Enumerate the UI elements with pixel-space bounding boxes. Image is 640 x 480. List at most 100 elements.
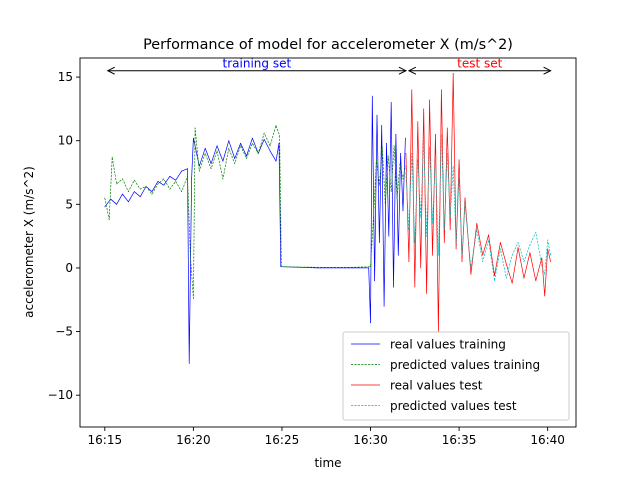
legend-box — [342, 331, 570, 421]
data-point — [163, 184, 165, 186]
data-point — [393, 145, 395, 147]
data-point — [432, 254, 433, 256]
data-point — [246, 158, 247, 159]
annotation: training set — [106, 57, 408, 75]
data-point — [216, 150, 218, 152]
data-point — [393, 286, 394, 288]
data-point — [405, 153, 407, 154]
data-point — [122, 178, 123, 180]
data-point — [193, 298, 194, 299]
data-point — [204, 153, 206, 154]
data-point — [438, 254, 439, 256]
x-tick-label: 16:40 — [530, 433, 565, 447]
data-point — [529, 244, 531, 246]
data-point — [405, 172, 407, 173]
data-point — [414, 286, 416, 288]
data-point — [210, 163, 212, 165]
data-point — [464, 197, 466, 199]
data-point — [169, 188, 171, 190]
data-point — [139, 196, 141, 198]
data-point — [488, 234, 489, 236]
y-tick-label: −5 — [55, 325, 73, 339]
x-tick-label: 16:25 — [265, 433, 300, 447]
data-point — [435, 155, 436, 157]
data-point — [240, 142, 242, 144]
data-point — [452, 72, 454, 74]
data-point — [529, 252, 531, 254]
data-point — [188, 363, 190, 364]
data-point — [181, 170, 183, 172]
data-point — [352, 267, 354, 269]
data-point — [429, 99, 430, 101]
series-line — [104, 125, 406, 299]
data-point — [234, 158, 236, 159]
legend-items: real values training predicted values tra… — [351, 338, 540, 413]
data-point — [263, 132, 265, 134]
y-tick-label: 10 — [58, 134, 73, 148]
legend-entry: predicted values test — [351, 399, 517, 413]
data-point — [379, 242, 380, 243]
data-point — [240, 145, 242, 147]
data-point — [397, 254, 399, 256]
data-point — [535, 280, 537, 282]
data-point — [544, 295, 546, 297]
data-point — [400, 153, 401, 154]
data-point — [383, 305, 385, 307]
y-tick-label: 0 — [65, 261, 73, 275]
data-point — [374, 280, 375, 282]
data-point — [373, 216, 374, 218]
data-point — [222, 178, 224, 180]
data-point — [280, 266, 282, 268]
series-layer — [104, 72, 551, 364]
data-point — [411, 89, 413, 91]
data-point — [368, 267, 370, 269]
data-point — [464, 203, 466, 205]
data-point — [500, 248, 501, 250]
data-point — [544, 273, 546, 275]
data-point — [390, 191, 392, 193]
series-2 — [104, 125, 406, 299]
data-point — [547, 248, 549, 250]
data-point — [420, 216, 422, 218]
data-point — [441, 133, 442, 135]
data-point — [204, 147, 206, 149]
data-point — [252, 137, 253, 139]
data-point — [376, 114, 378, 116]
legend-label: predicted values training — [390, 358, 540, 372]
data-point — [517, 242, 519, 243]
data-point — [395, 133, 397, 135]
annotation-label: test set — [457, 57, 502, 71]
data-point — [145, 186, 147, 187]
data-point — [116, 203, 117, 205]
data-point — [379, 184, 380, 186]
data-point — [443, 229, 445, 231]
data-point — [458, 178, 460, 180]
data-point — [194, 127, 196, 129]
data-point — [127, 201, 129, 203]
arrowhead-left — [407, 66, 417, 75]
data-point — [169, 175, 171, 177]
data-point — [476, 229, 478, 231]
data-point — [511, 282, 513, 284]
legend-label: predicted values test — [390, 399, 517, 413]
data-point — [175, 181, 177, 182]
data-point — [443, 242, 445, 243]
arrowhead-left — [106, 66, 115, 75]
data-point — [198, 170, 200, 172]
data-point — [252, 142, 253, 144]
legend-label: real values test — [390, 379, 483, 393]
data-point — [104, 197, 106, 199]
data-point — [523, 277, 525, 279]
data-point — [279, 135, 280, 137]
data-point — [388, 235, 390, 237]
data-point — [405, 137, 406, 139]
data-point — [163, 178, 165, 180]
data-point — [500, 242, 501, 243]
data-point — [104, 206, 106, 208]
legend-entry: real values training — [351, 338, 506, 352]
data-point — [455, 242, 457, 243]
data-point — [426, 293, 427, 294]
data-point — [461, 261, 463, 262]
data-point — [461, 254, 463, 256]
